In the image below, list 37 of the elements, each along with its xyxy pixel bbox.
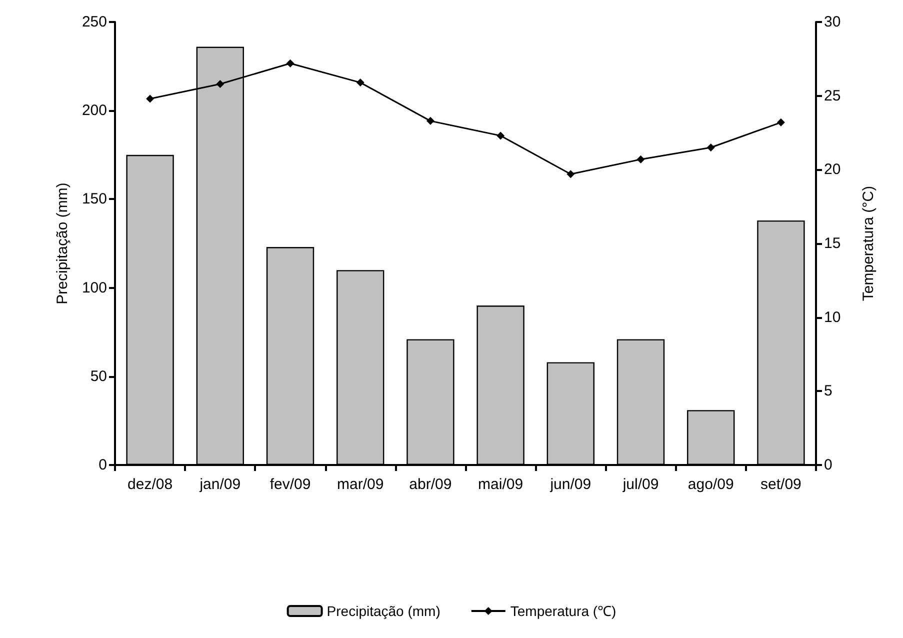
point	[146, 94, 154, 103]
x-tick-label: ago/09	[688, 476, 734, 493]
x-tick-label: mai/09	[478, 476, 524, 493]
x-tick-label: jun/09	[549, 476, 592, 493]
point	[706, 144, 715, 152]
point	[636, 155, 645, 164]
y2-tick-label: 15	[824, 235, 841, 252]
y2-tick-label: 10	[824, 308, 841, 326]
y-tick-label: 0	[98, 456, 107, 474]
y-tick-label: 200	[82, 102, 107, 120]
y2-tick-label: 30	[824, 14, 841, 30]
point	[356, 78, 364, 87]
point	[286, 59, 294, 68]
x-tick-label: set/09	[760, 476, 802, 493]
y2-tick-label: 25	[824, 87, 841, 104]
legend-label: Temperatura (℃)	[510, 603, 616, 619]
y-tick-label: 50	[90, 368, 107, 385]
legend-label: Precipitação (mm)	[326, 603, 440, 619]
y2-axis-title: Temperatura (°C)	[860, 186, 877, 302]
x-tick-label: jan/09	[198, 476, 241, 493]
x-tick-label: dez/08	[128, 476, 173, 493]
x-tick-label: abr/09	[409, 476, 452, 493]
y2-tick-label: 0	[824, 456, 832, 474]
y-tick-label: 150	[82, 190, 107, 208]
x-tick-label: jul/09	[622, 476, 659, 493]
y2-tick-label: 20	[824, 161, 841, 178]
point	[426, 116, 434, 125]
y-tick-label: 100	[82, 279, 107, 296]
point	[776, 118, 785, 126]
point	[496, 132, 505, 140]
point	[566, 170, 575, 178]
y-axis-title: Precipitação (mm)	[54, 182, 71, 304]
y2-tick-label: 5	[824, 382, 832, 400]
y-tick-label: 250	[82, 14, 107, 30]
x-tick-label: mar/09	[337, 476, 384, 493]
point	[216, 80, 224, 88]
x-tick-label: fev/09	[270, 476, 311, 493]
